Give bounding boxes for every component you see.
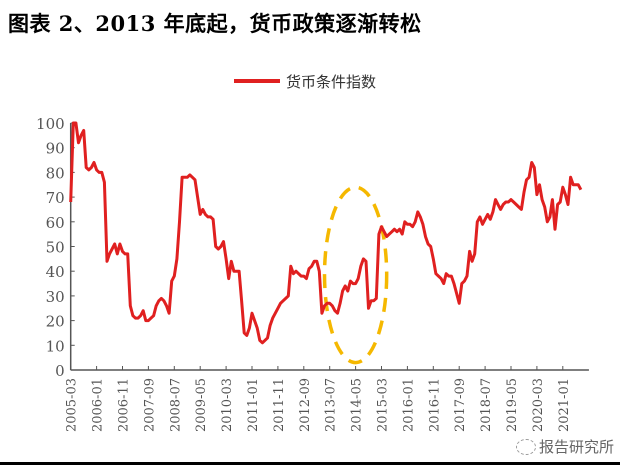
y-tick-label: 40: [46, 263, 65, 281]
annotation: [322, 185, 389, 365]
watermark: 报告研究所: [516, 436, 614, 457]
x-tick-label: 2005-03: [65, 378, 80, 432]
watermark-text: 报告研究所: [539, 438, 615, 456]
x-tick-label: 2019-05: [505, 378, 520, 432]
x-tick-label: 2018-07: [479, 378, 494, 432]
x-tick-label: 2017-09: [453, 378, 468, 432]
x-tick-label: 2020-03: [531, 378, 546, 432]
x-tick-label: 2011-11: [272, 378, 287, 432]
x-tick-label: 2013-07: [324, 378, 339, 432]
bottom-divider: [0, 462, 620, 465]
x-tick-label: 2008-07: [168, 378, 183, 432]
y-tick-label: 20: [46, 313, 65, 331]
legend: 货币条件指数: [234, 73, 376, 91]
y-tick-label: 30: [46, 288, 65, 306]
legend-label: 货币条件指数: [286, 73, 376, 91]
figure-title: 图表 2、2013 年底起，货币政策逐渐转松: [8, 11, 422, 36]
y-tick-label: 70: [46, 189, 65, 207]
y-tick-label: 100: [36, 115, 65, 133]
plot-area: [69, 121, 583, 345]
y-tick-label: 10: [46, 337, 65, 355]
y-tick-label: 50: [46, 239, 65, 257]
x-tick-label: 2007-09: [142, 378, 157, 432]
dashed-ellipse-highlight: [322, 185, 389, 365]
x-tick-label: 2010-03: [220, 378, 235, 432]
x-tick-label: 2006-01: [91, 378, 106, 432]
x-tick-label: 2021-01: [557, 378, 572, 432]
x-tick-label: 2014-05: [350, 378, 365, 432]
x-tick-label: 2012-09: [298, 378, 313, 432]
series-line: [69, 121, 583, 345]
x-tick-label: 2009-05: [194, 378, 209, 432]
x-tick-label: 2015-03: [376, 378, 391, 432]
y-tick-label: 90: [46, 140, 65, 158]
y-tick-label: 0: [55, 362, 65, 380]
x-tick-label: 2006-11: [117, 378, 132, 432]
y-tick-label: 60: [46, 214, 65, 232]
x-tick-label: 2016-11: [427, 378, 442, 432]
x-tick-label: 2016-01: [401, 378, 416, 432]
wechat-icon: [516, 438, 536, 455]
x-tick-label: 2011-01: [246, 378, 261, 432]
axes: 0 10 20 30 40 50 60 70 80 90 100 2005-03 2006-01 2006…: [36, 115, 589, 432]
y-tick-label: 80: [46, 164, 65, 182]
